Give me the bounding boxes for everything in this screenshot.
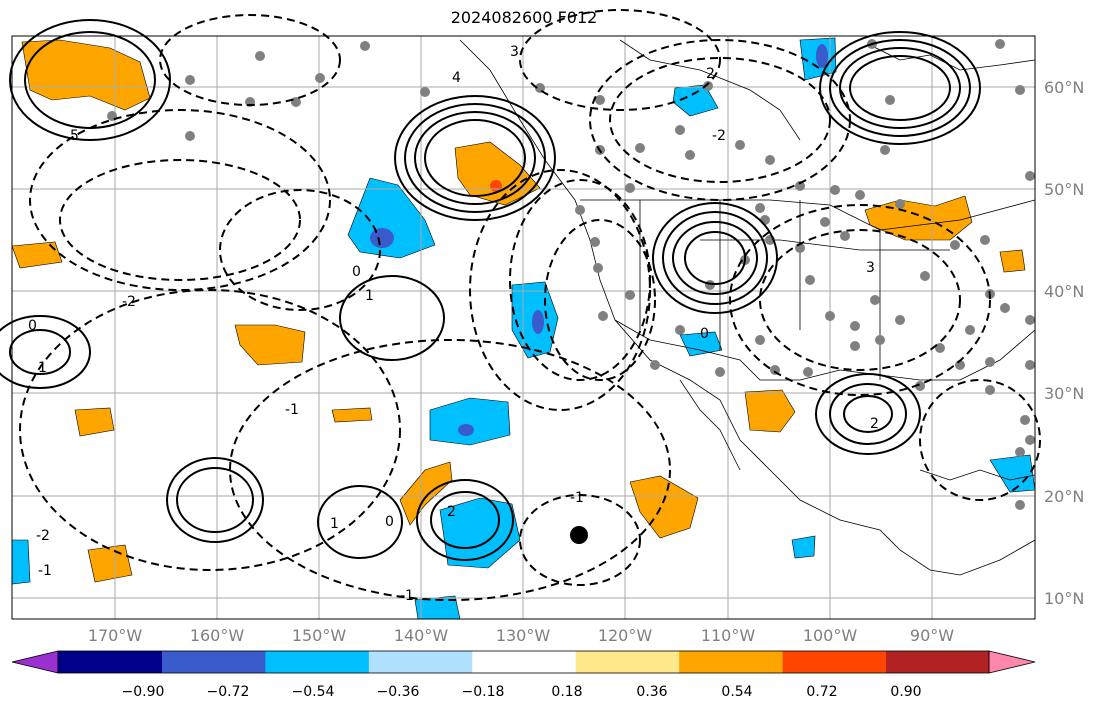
colorbar-tick: −0.72 bbox=[206, 684, 250, 700]
contour-label: 4 bbox=[452, 70, 461, 86]
positive-area bbox=[399, 461, 453, 526]
contour-label: -2 bbox=[36, 528, 50, 544]
lon-label-130w: 130°W bbox=[495, 626, 551, 645]
colorbar-segment bbox=[368, 651, 473, 673]
negative-area bbox=[791, 535, 816, 559]
colorbar bbox=[11, 650, 1036, 674]
colorbar-tick: 0.36 bbox=[636, 684, 668, 700]
colorbar-segment bbox=[471, 651, 576, 673]
contour-label: -2 bbox=[712, 128, 726, 144]
colorbar-segment bbox=[885, 651, 990, 673]
contour-label: 2 bbox=[870, 416, 879, 432]
contour-label: -1 bbox=[400, 588, 414, 604]
contour-label: 1 bbox=[38, 360, 47, 376]
lat-label-50n: 50°N bbox=[1044, 180, 1085, 199]
lon-label-160w: 160°W bbox=[189, 626, 245, 645]
lat-label-40n: 40°N bbox=[1044, 282, 1085, 301]
map-title: 2024082600 F012 bbox=[450, 8, 598, 27]
contour-label: 0 bbox=[352, 264, 361, 280]
lon-label-110w: 110°W bbox=[700, 626, 756, 645]
strong-negative-core bbox=[816, 44, 828, 68]
contour-label: 5 bbox=[70, 128, 79, 144]
contour-label: 0 bbox=[700, 326, 709, 342]
colorbar-tick: 0.54 bbox=[721, 684, 753, 700]
contour-label: 1 bbox=[365, 288, 374, 304]
positive-area bbox=[744, 389, 796, 433]
lon-label-100w: 100°W bbox=[802, 626, 858, 645]
colorbar-tick: −0.36 bbox=[376, 684, 420, 700]
contour-label: 3 bbox=[510, 44, 519, 60]
coastlines-borders bbox=[459, 39, 1036, 576]
negative-area bbox=[672, 84, 719, 117]
colorbar-tick: 0.90 bbox=[890, 684, 922, 700]
colorbar-segment bbox=[575, 651, 680, 673]
positive-area bbox=[331, 407, 373, 423]
colorbar-segment bbox=[58, 651, 162, 673]
negative-area bbox=[439, 497, 521, 569]
lon-label-120w: 120°W bbox=[597, 626, 653, 645]
strong-negative-core bbox=[532, 310, 544, 334]
contour-label: 2 bbox=[447, 504, 456, 520]
strong-negative-core bbox=[370, 228, 394, 248]
contour-label: 1 bbox=[330, 516, 339, 532]
colorbar-tick: −0.90 bbox=[121, 684, 165, 700]
positive-area bbox=[11, 241, 63, 269]
colorbar-segment bbox=[782, 651, 887, 673]
lat-label-60n: 60°N bbox=[1044, 78, 1085, 97]
colorbar-tick: −0.54 bbox=[291, 684, 335, 700]
colorbar-tick: 0.18 bbox=[551, 684, 583, 700]
lat-label-30n: 30°N bbox=[1044, 384, 1085, 403]
contour-label: 0 bbox=[385, 514, 394, 530]
contour-label: -1 bbox=[285, 402, 299, 418]
contour-label: -1 bbox=[570, 490, 584, 506]
colorbar-segment bbox=[161, 651, 266, 673]
negative-area bbox=[679, 331, 723, 357]
lat-label-10n: 10°N bbox=[1044, 589, 1085, 608]
colorbar-tick: 0.72 bbox=[806, 684, 838, 700]
contour-label: -2 bbox=[122, 294, 136, 310]
contour-label: 3 bbox=[866, 260, 875, 276]
negative-area bbox=[347, 177, 436, 259]
positive-area bbox=[999, 249, 1026, 273]
negative-area bbox=[11, 539, 31, 585]
lon-label-170w: 170°W bbox=[87, 626, 143, 645]
lon-label-140w: 140°W bbox=[393, 626, 449, 645]
strong-negative-core bbox=[458, 424, 474, 436]
contour-label: -1 bbox=[38, 563, 52, 579]
storm-center-marker bbox=[570, 526, 588, 544]
colorbar-segment bbox=[678, 651, 783, 673]
contours bbox=[0, 9, 1041, 601]
contour-label: 0 bbox=[28, 318, 37, 334]
lat-label-20n: 20°N bbox=[1044, 487, 1085, 506]
contour-labels: 5 4 3 2 1 0 -1 -2 1 0 -1 2 3 0 -1 2 -2 1… bbox=[28, 44, 879, 604]
negative-area bbox=[429, 397, 511, 446]
colorbar-arrow-right bbox=[988, 650, 1036, 674]
contour-label: 2 bbox=[706, 66, 715, 82]
positive-area bbox=[74, 407, 115, 437]
lon-label-90w: 90°W bbox=[909, 626, 955, 645]
colorbar-arrow-left bbox=[11, 650, 59, 674]
map-frame bbox=[11, 35, 1036, 620]
positive-area bbox=[234, 324, 306, 366]
positive-area bbox=[629, 475, 699, 539]
colorbar-outline bbox=[57, 650, 990, 674]
colorbar-tick: −0.18 bbox=[461, 684, 505, 700]
colorbar-segment bbox=[264, 651, 369, 673]
positive-area bbox=[87, 544, 133, 583]
positive-area bbox=[21, 39, 151, 111]
lon-label-150w: 150°W bbox=[291, 626, 347, 645]
stations bbox=[107, 39, 1035, 510]
